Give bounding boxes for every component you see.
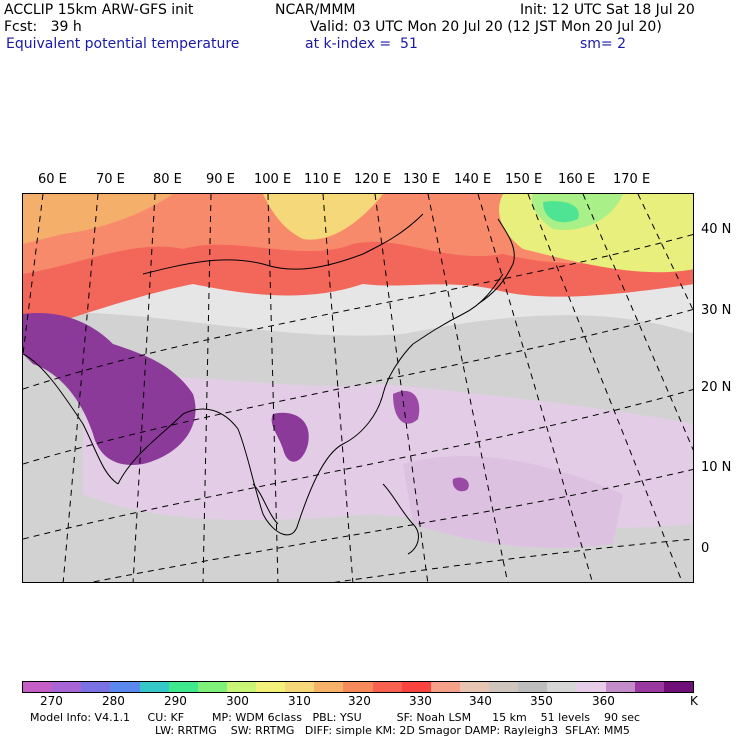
forecast-hour: Fcst: 39 h: [4, 19, 82, 35]
field-name: Equivalent potential temperature: [6, 36, 240, 52]
model-title: ACCLIP 15km ARW-GFS init: [4, 2, 194, 18]
colorbar-tick: 330: [409, 694, 432, 708]
colorbar-swatch: [605, 682, 635, 692]
colorbar-swatch: [547, 682, 577, 692]
smoothing-label: sm= 2: [580, 36, 627, 52]
colorbar-swatch: [52, 682, 82, 692]
model-info-line2: LW: RRTMG SW: RRTMG DIFF: simple KM: 2D …: [155, 724, 630, 737]
valid-time: Valid: 03 UTC Mon 20 Jul 20 (12 JST Mon …: [310, 19, 662, 35]
colorbar-swatch: [430, 682, 460, 692]
colorbar-tick: 320: [348, 694, 371, 708]
colorbar-swatch: [518, 682, 548, 692]
lat-label: 20 N: [701, 380, 732, 395]
colorbar-unit: K: [690, 694, 698, 708]
lon-label: 110 E: [304, 172, 342, 187]
colorbar-swatch: [256, 682, 286, 692]
lat-label: 0: [701, 541, 710, 556]
colorbar-swatch: [23, 682, 53, 692]
lon-label: 120 E: [354, 172, 392, 187]
institution-label: NCAR/MMM: [275, 2, 356, 18]
colorbar-swatch: [663, 682, 693, 692]
colorbar-tick: 340: [469, 694, 492, 708]
colorbar-swatch: [576, 682, 606, 692]
lon-label: 160 E: [558, 172, 596, 187]
lon-label: 150 E: [505, 172, 543, 187]
colorbar-swatch: [139, 682, 169, 692]
lon-label: 130 E: [403, 172, 441, 187]
colorbar: [22, 681, 694, 693]
lat-label: 30 N: [701, 303, 732, 318]
colorbar-tick: 290: [164, 694, 187, 708]
colorbar-swatch: [343, 682, 373, 692]
model-info-line1: Model Info: V4.1.1 CU: KF MP: WDM 6class…: [30, 711, 641, 724]
colorbar-swatch: [81, 682, 111, 692]
colorbar-swatch: [110, 682, 140, 692]
lon-label: 70 E: [96, 172, 125, 187]
lon-label: 100 E: [254, 172, 292, 187]
colorbar-swatch: [285, 682, 315, 692]
colorbar-tick: 350: [530, 694, 553, 708]
lat-label: 10 N: [701, 460, 732, 475]
init-time: Init: 12 UTC Sat 18 Jul 20: [520, 2, 695, 18]
level-label: at k-index = 51: [305, 36, 418, 52]
lon-label: 170 E: [613, 172, 651, 187]
colorbar-swatch: [197, 682, 227, 692]
colorbar-swatch: [401, 682, 431, 692]
colorbar-swatch: [372, 682, 402, 692]
colorbar-tick: 310: [288, 694, 311, 708]
theta-e-field: [23, 194, 693, 582]
lon-label: 80 E: [153, 172, 182, 187]
colorbar-swatch: [489, 682, 519, 692]
colorbar-tick: 280: [102, 694, 125, 708]
map-panel: [22, 193, 694, 583]
colorbar-swatch: [226, 682, 256, 692]
colorbar-swatch: [314, 682, 344, 692]
lat-label: 40 N: [701, 222, 732, 237]
lon-label: 140 E: [454, 172, 492, 187]
lon-label: 60 E: [38, 172, 67, 187]
colorbar-swatch: [459, 682, 489, 692]
colorbar-tick: 360: [592, 694, 615, 708]
colorbar-tick: 300: [226, 694, 249, 708]
colorbar-swatch: [168, 682, 198, 692]
lon-label: 90 E: [206, 172, 235, 187]
colorbar-tick: 270: [40, 694, 63, 708]
colorbar-swatch: [634, 682, 664, 692]
